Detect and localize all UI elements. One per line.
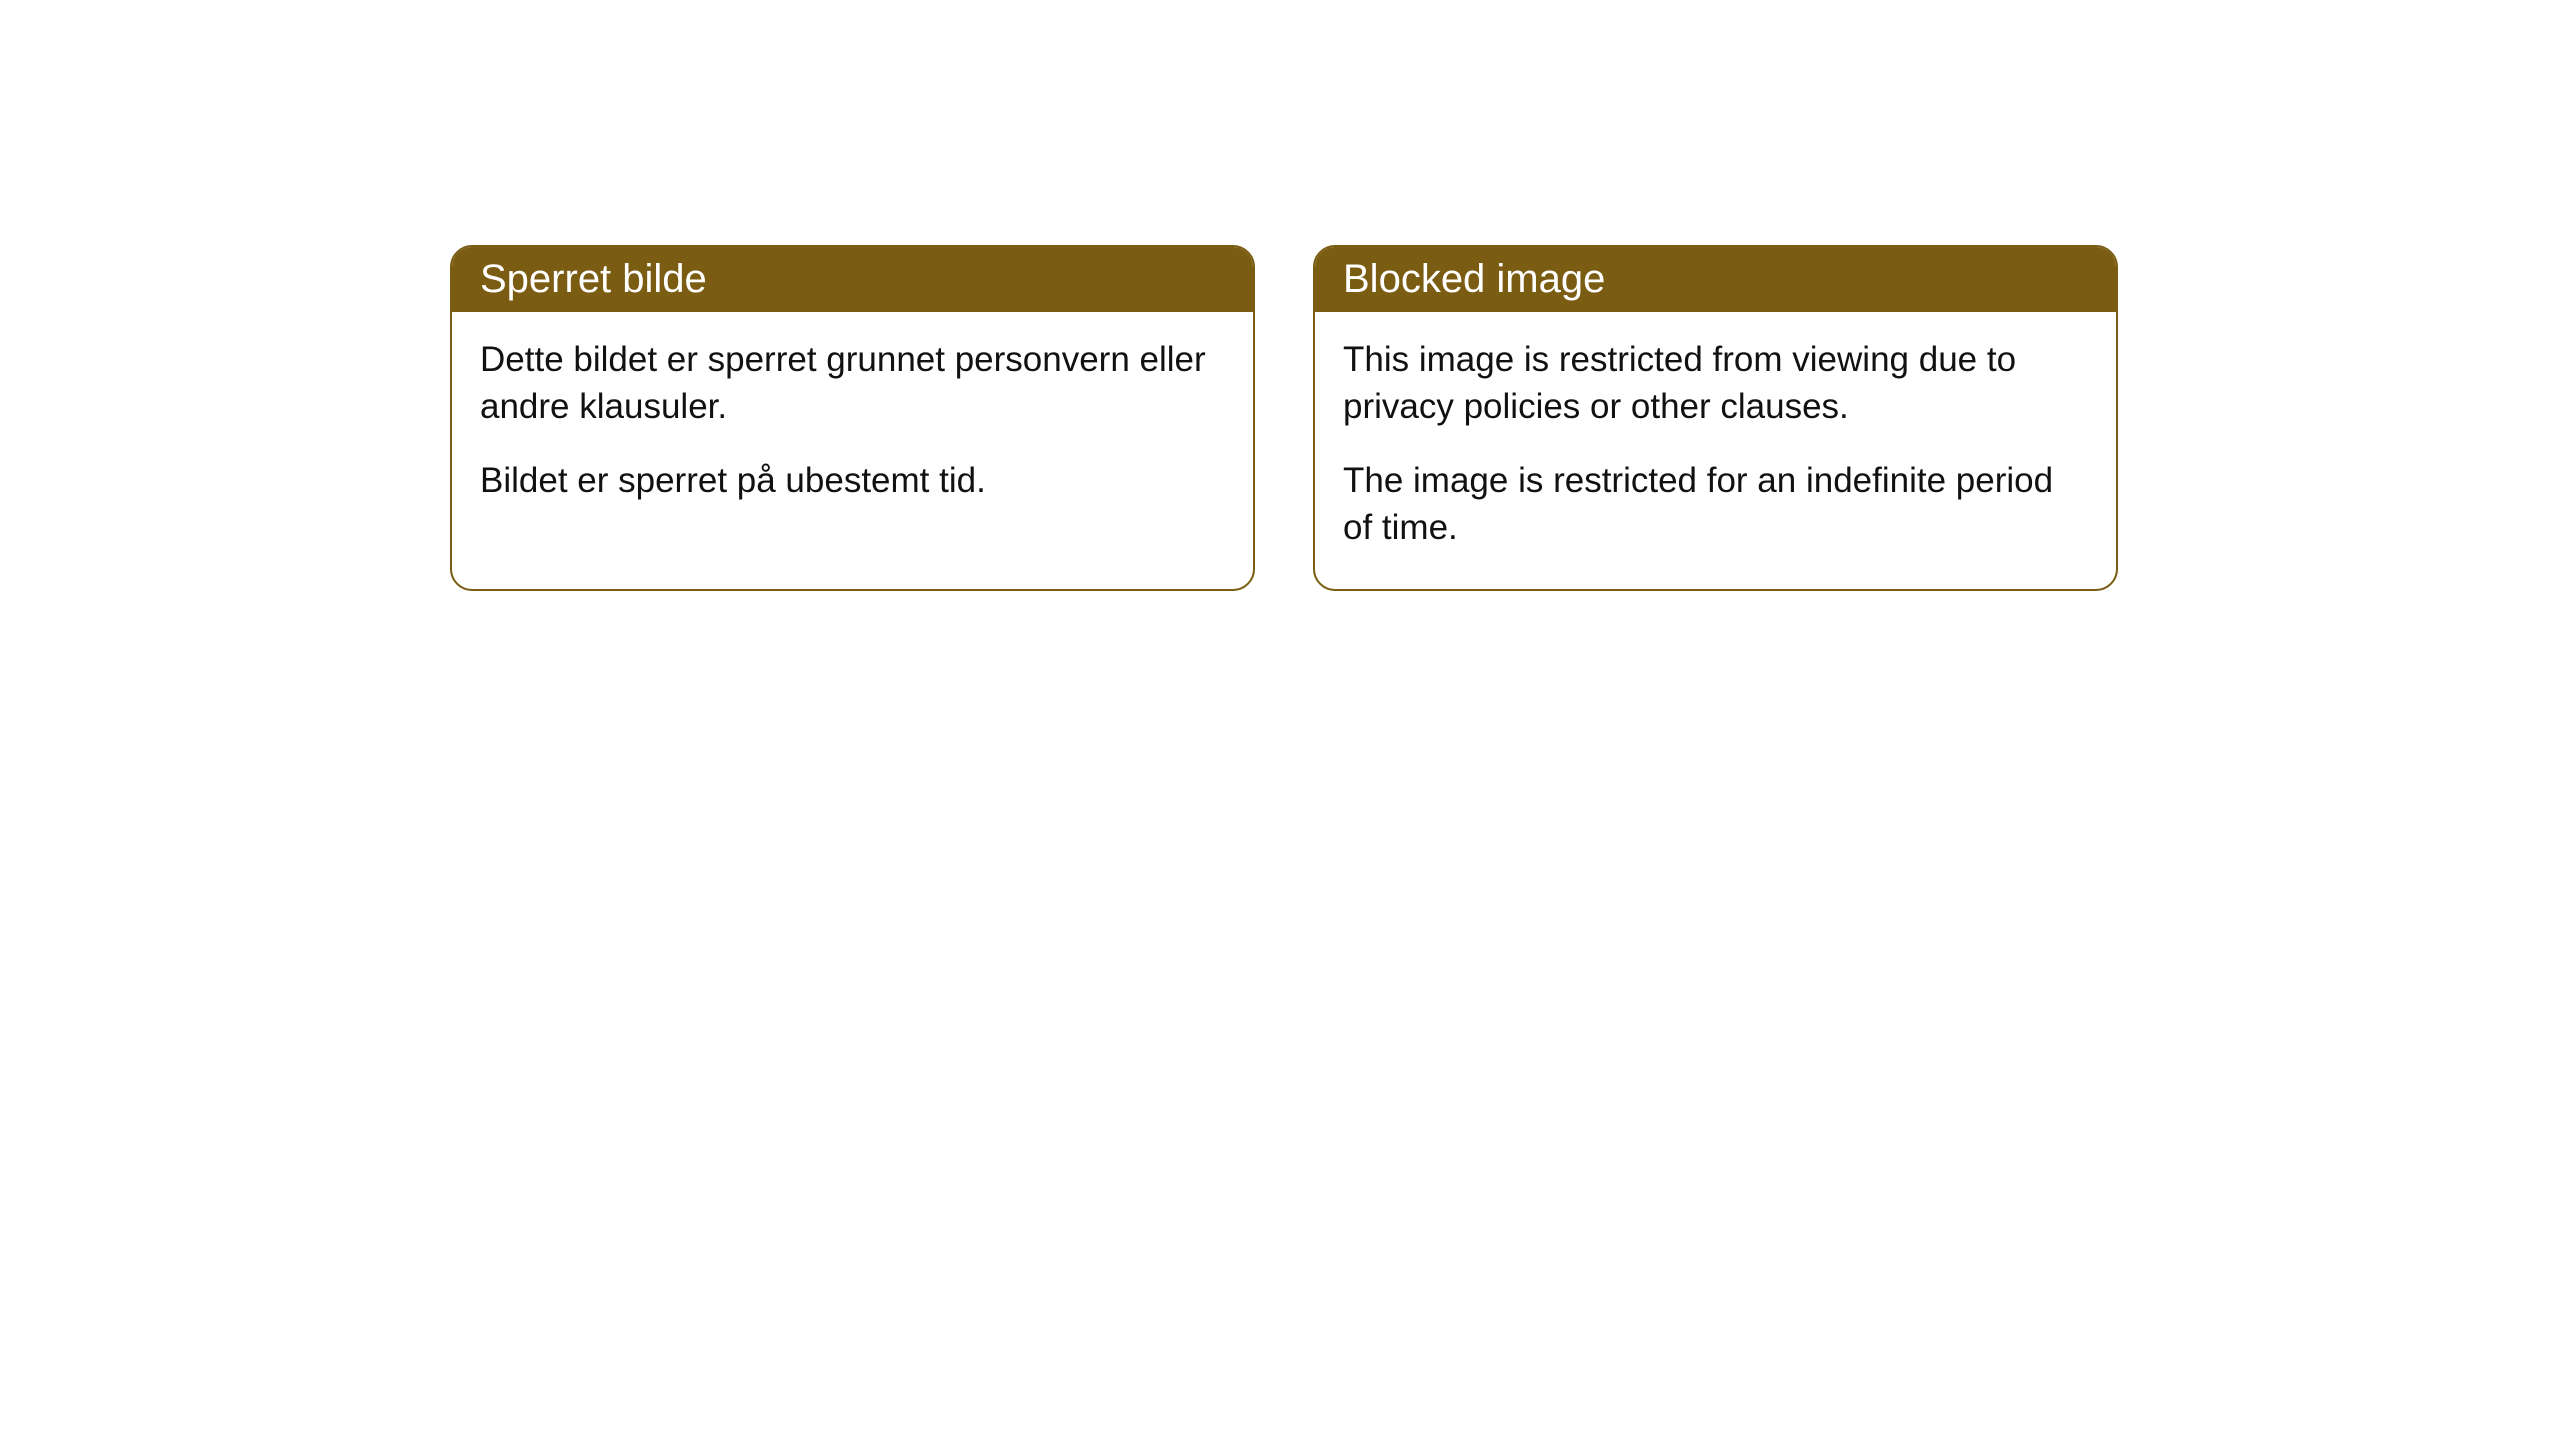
card-paragraph: Bildet er sperret på ubestemt tid.	[480, 457, 1225, 504]
notice-card-no: Sperret bilde Dette bildet er sperret gr…	[450, 245, 1255, 591]
card-paragraph: The image is restricted for an indefinit…	[1343, 457, 2088, 552]
card-body: This image is restricted from viewing du…	[1315, 312, 2116, 589]
notice-card-en: Blocked image This image is restricted f…	[1313, 245, 2118, 591]
card-paragraph: This image is restricted from viewing du…	[1343, 336, 2088, 431]
notice-cards-container: Sperret bilde Dette bildet er sperret gr…	[450, 245, 2118, 591]
card-paragraph: Dette bildet er sperret grunnet personve…	[480, 336, 1225, 431]
card-body: Dette bildet er sperret grunnet personve…	[452, 312, 1253, 542]
card-header: Sperret bilde	[452, 247, 1253, 312]
card-header: Blocked image	[1315, 247, 2116, 312]
